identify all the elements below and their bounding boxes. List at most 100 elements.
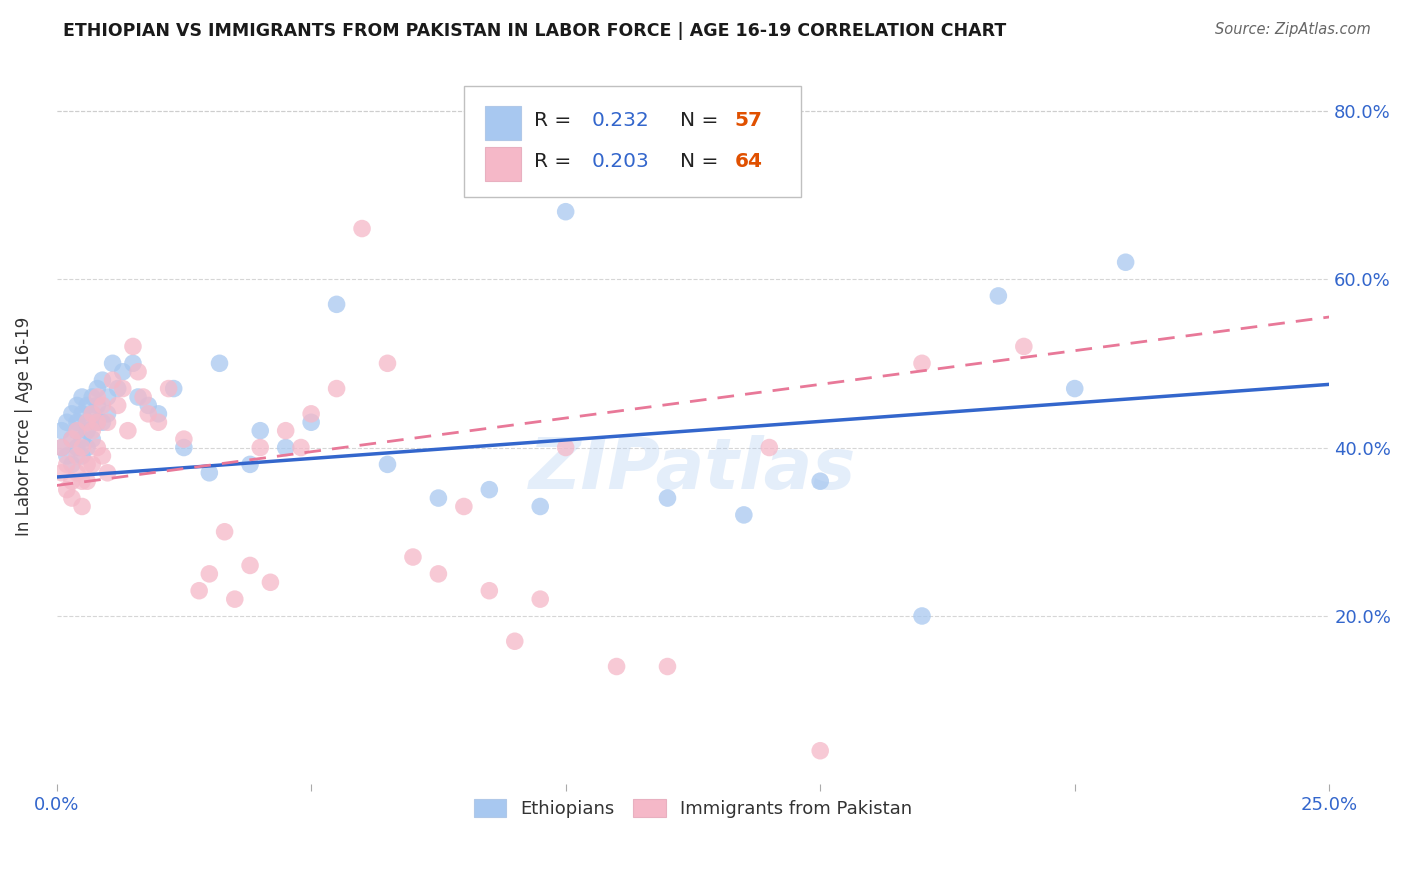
Point [325,382,347,396]
Point [82,424,104,438]
Point [157,382,180,396]
Point [148,407,170,421]
Point [51,466,73,480]
FancyBboxPatch shape [464,87,801,197]
Point [136,399,159,413]
Point [66,466,89,480]
Point [1012,339,1035,353]
Point [66,424,89,438]
Point [987,289,1010,303]
Point [122,339,145,353]
Text: 0.203: 0.203 [591,152,650,170]
Text: ETHIOPIAN VS IMMIGRANTS FROM PAKISTAN IN LABOR FORCE | AGE 16-19 CORRELATION CHA: ETHIOPIAN VS IMMIGRANTS FROM PAKISTAN IN… [63,22,1007,40]
Point [70,390,93,404]
Point [299,407,322,421]
Point [66,441,89,455]
Point [86,382,108,396]
Point [198,466,221,480]
Point [127,365,149,379]
Point [86,415,108,429]
Point [86,415,108,429]
Point [402,549,425,564]
Point [132,390,155,404]
Point [503,634,526,648]
Text: 64: 64 [735,152,763,170]
Bar [485,146,522,181]
Point [101,373,124,387]
Point [96,466,118,480]
Point [239,458,262,472]
Point [96,407,118,421]
Point [188,583,211,598]
Point [82,407,104,421]
Point [198,566,221,581]
Text: ZIPatlas: ZIPatlas [529,435,856,504]
Point [60,407,83,421]
Point [82,407,104,421]
Point [377,356,399,370]
Point [117,424,139,438]
Point [76,415,98,429]
Point [56,415,79,429]
Point [91,399,114,413]
Point [82,432,104,446]
Point [70,474,93,488]
Point [249,424,271,438]
Point [91,449,114,463]
Point [554,441,576,455]
Point [148,415,170,429]
Point [82,458,104,472]
Point [111,365,134,379]
Point [76,415,98,429]
Point [60,432,83,446]
Point [66,399,89,413]
Point [911,356,934,370]
Point [91,415,114,429]
Point [86,390,108,404]
Point [427,566,450,581]
Point [60,491,83,505]
Point [657,659,679,673]
Point [325,297,347,311]
Text: Source: ZipAtlas.com: Source: ZipAtlas.com [1215,22,1371,37]
Point [66,415,89,429]
Point [96,415,118,429]
Point [111,382,134,396]
Text: N =: N = [681,152,725,170]
Point [249,441,271,455]
Point [606,659,628,673]
Point [56,483,79,497]
Point [453,500,475,514]
Point [60,474,83,488]
Point [60,432,83,446]
Text: N =: N = [681,111,725,130]
Text: R =: R = [534,111,578,130]
Point [1115,255,1137,269]
Point [91,373,114,387]
Point [224,592,246,607]
Point [70,432,93,446]
Point [808,744,831,758]
Point [56,458,79,472]
Y-axis label: In Labor Force | Age 16-19: In Labor Force | Age 16-19 [15,317,32,536]
Point [76,399,98,413]
Point [208,356,231,370]
Point [82,390,104,404]
Point [70,500,93,514]
Point [808,474,831,488]
Point [163,382,186,396]
Point [86,399,108,413]
Point [377,458,399,472]
Point [122,356,145,370]
Point [239,558,262,573]
Bar [485,106,522,140]
Text: 57: 57 [735,111,763,130]
Point [66,449,89,463]
Point [51,441,73,455]
Point [101,356,124,370]
Point [66,424,89,438]
Point [299,415,322,429]
Point [290,441,312,455]
Point [51,424,73,438]
Point [529,592,551,607]
